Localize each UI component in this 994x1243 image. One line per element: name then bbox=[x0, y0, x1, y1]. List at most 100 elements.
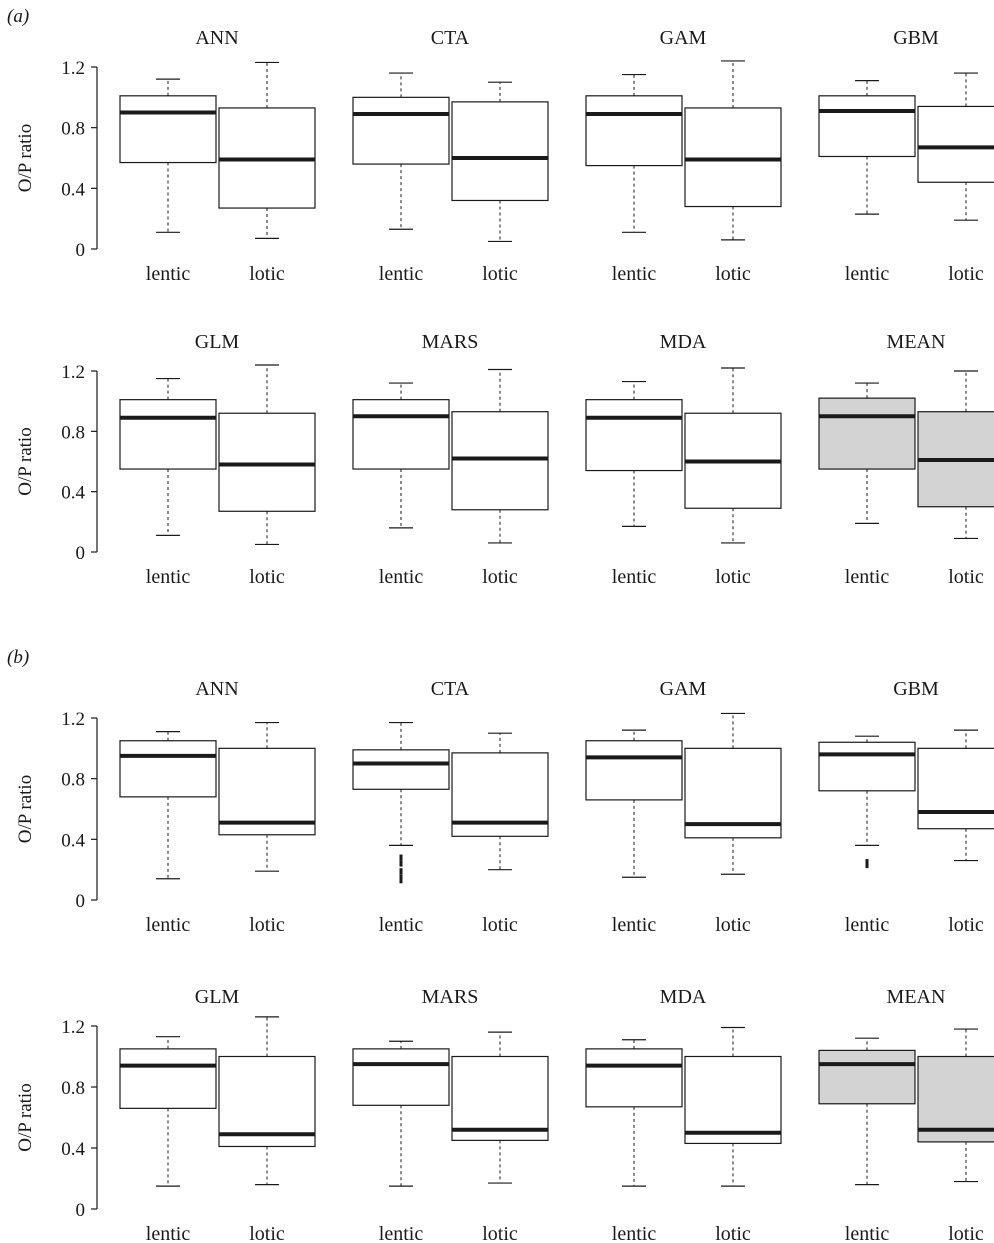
iqr-box bbox=[818, 741, 916, 792]
y-tick-label: 1.2 bbox=[61, 58, 85, 79]
iqr-box bbox=[451, 101, 549, 202]
model-title: CTA bbox=[431, 678, 470, 700]
model-title: MARS bbox=[422, 986, 479, 1008]
category-label: lotic bbox=[482, 1223, 518, 1243]
category-label: lotic bbox=[249, 566, 285, 588]
model-title: CTA bbox=[431, 27, 470, 49]
model-title: MDA bbox=[660, 331, 707, 353]
category-label: lentic bbox=[845, 263, 890, 285]
y-axis-label: O/P ratio bbox=[15, 124, 36, 192]
y-tick-label: 0 bbox=[76, 891, 86, 912]
outlier-point bbox=[399, 874, 403, 881]
iqr-box bbox=[352, 749, 450, 790]
iqr-box bbox=[352, 96, 450, 165]
outlier-point bbox=[399, 877, 403, 884]
y-axis-label: O/P ratio bbox=[15, 427, 36, 495]
category-label: lentic bbox=[845, 914, 890, 936]
model-title: MEAN bbox=[887, 331, 946, 353]
category-label: lotic bbox=[482, 566, 518, 588]
iqr-box bbox=[119, 95, 217, 164]
model-title: ANN bbox=[195, 27, 238, 49]
iqr-box bbox=[585, 399, 683, 472]
category-label: lentic bbox=[379, 566, 424, 588]
category-label: lotic bbox=[715, 566, 751, 588]
model-title: GBM bbox=[893, 27, 939, 49]
y-tick-label: 0.4 bbox=[61, 179, 85, 200]
iqr-box bbox=[585, 740, 683, 801]
model-title: ANN bbox=[195, 678, 238, 700]
y-tick-label: 0.4 bbox=[61, 1139, 85, 1160]
category-label: lotic bbox=[249, 1223, 285, 1243]
outlier-point bbox=[865, 859, 869, 866]
y-axis-label: O/P ratio bbox=[15, 1083, 36, 1151]
model-title: GBM bbox=[893, 678, 939, 700]
model-title: MEAN bbox=[887, 986, 946, 1008]
category-label: lotic bbox=[948, 263, 984, 285]
y-tick-label: 0.4 bbox=[61, 830, 85, 851]
iqr-box bbox=[218, 1055, 316, 1148]
iqr-box bbox=[119, 1048, 217, 1109]
iqr-box bbox=[585, 95, 683, 167]
category-label: lotic bbox=[715, 263, 751, 285]
model-title: MDA bbox=[660, 986, 707, 1008]
category-label: lentic bbox=[146, 566, 191, 588]
category-label: lentic bbox=[612, 914, 657, 936]
category-label: lentic bbox=[379, 914, 424, 936]
model-title: GAM bbox=[660, 27, 707, 49]
iqr-box bbox=[218, 412, 316, 512]
y-tick-label: 0.8 bbox=[61, 119, 85, 140]
category-label: lotic bbox=[249, 263, 285, 285]
outlier-point bbox=[399, 868, 403, 875]
category-label: lotic bbox=[948, 914, 984, 936]
iqr-box bbox=[818, 1049, 916, 1105]
iqr-box bbox=[917, 105, 994, 183]
iqr-box bbox=[352, 1048, 450, 1106]
model-title: GAM bbox=[660, 678, 707, 700]
y-tick-label: 0 bbox=[76, 543, 86, 564]
category-label: lotic bbox=[249, 914, 285, 936]
model-title: GLM bbox=[195, 331, 240, 353]
iqr-box bbox=[917, 747, 994, 830]
category-label: lentic bbox=[379, 1223, 424, 1243]
iqr-box bbox=[119, 399, 217, 470]
category-label: lentic bbox=[612, 263, 657, 285]
model-title: GLM bbox=[195, 986, 240, 1008]
y-tick-label: 0 bbox=[76, 1200, 86, 1221]
y-tick-label: 0.8 bbox=[61, 422, 85, 443]
y-tick-label: 0.8 bbox=[61, 770, 85, 791]
category-label: lentic bbox=[845, 566, 890, 588]
iqr-box bbox=[451, 1055, 549, 1141]
model-title: MARS bbox=[422, 331, 479, 353]
category-label: lentic bbox=[379, 263, 424, 285]
y-tick-label: 1.2 bbox=[61, 709, 85, 730]
category-label: lotic bbox=[715, 1223, 751, 1243]
iqr-box bbox=[684, 107, 782, 208]
category-label: lentic bbox=[612, 566, 657, 588]
iqr-box bbox=[451, 411, 549, 511]
category-label: lotic bbox=[482, 263, 518, 285]
iqr-box bbox=[684, 1055, 782, 1145]
category-label: lentic bbox=[146, 263, 191, 285]
category-label: lotic bbox=[948, 1223, 984, 1243]
iqr-box bbox=[352, 399, 450, 470]
iqr-box bbox=[818, 397, 916, 470]
y-tick-label: 1.2 bbox=[61, 362, 85, 383]
category-label: lotic bbox=[482, 914, 518, 936]
category-label: lentic bbox=[146, 914, 191, 936]
category-label: lotic bbox=[948, 566, 984, 588]
panel-label: (a) bbox=[7, 6, 29, 27]
panel-label: (b) bbox=[7, 647, 29, 668]
y-tick-label: 0.8 bbox=[61, 1078, 85, 1099]
iqr-box bbox=[818, 95, 916, 158]
category-label: lentic bbox=[612, 1223, 657, 1243]
category-label: lentic bbox=[146, 1223, 191, 1243]
y-tick-label: 0 bbox=[76, 240, 86, 261]
category-label: lentic bbox=[845, 1223, 890, 1243]
outlier-point bbox=[399, 854, 403, 861]
outlier-point bbox=[865, 862, 869, 869]
iqr-box bbox=[917, 1055, 994, 1143]
y-tick-label: 1.2 bbox=[61, 1017, 85, 1038]
outlier-point bbox=[399, 860, 403, 867]
category-label: lotic bbox=[715, 914, 751, 936]
